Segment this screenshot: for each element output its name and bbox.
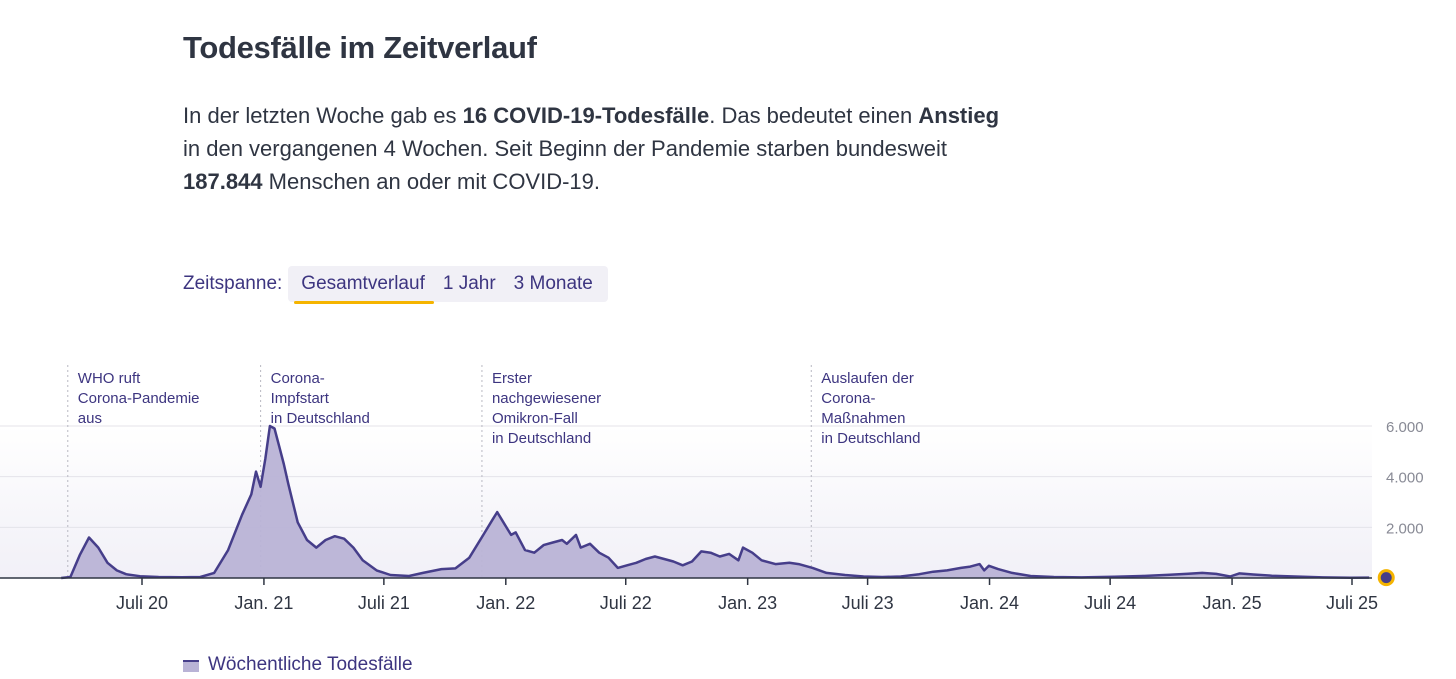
x-tick-label: Juli 21	[358, 593, 410, 613]
legend-swatch	[183, 660, 199, 672]
x-tick-label: Jan. 21	[234, 593, 293, 613]
x-tick-label: Jan. 22	[476, 593, 535, 613]
x-tick-label: Juli 23	[842, 593, 894, 613]
intro-text-part: Menschen an oder mit COVID-19.	[262, 169, 601, 194]
y-tick-label: 4.000	[1386, 470, 1424, 487]
annotation-label: Corona-Pandemie	[78, 390, 200, 407]
annotation-label: in Deutschland	[492, 430, 591, 447]
legend-label: Wöchentliche Todesfälle	[208, 654, 413, 675]
annotation-label: Auslaufen der	[821, 370, 914, 387]
trend-highlight: Anstieg	[918, 103, 1000, 128]
annotation-label: in Deutschland	[271, 410, 370, 427]
x-tick-label: Jan. 25	[1203, 593, 1262, 613]
series-line	[61, 424, 1370, 580]
x-tick-label: Jan. 23	[718, 593, 777, 613]
annotation-label: nachgewiesener	[492, 390, 601, 407]
annotation-label: Erster	[492, 370, 532, 387]
annotation-label: Omikron-Fall	[492, 410, 578, 427]
x-tick-label: Juli 22	[600, 593, 652, 613]
page-title: Todesfälle im Zeitverlauf	[183, 30, 537, 65]
time-range-selector: Zeitspanne: Gesamtverlauf 1 Jahr 3 Monat…	[183, 265, 608, 304]
x-tick-label: Juli 25	[1326, 593, 1378, 613]
x-tick-label: Juli 20	[116, 593, 168, 613]
x-tick-label: Juli 24	[1084, 593, 1136, 613]
chart-legend: Wöchentliche Todesfälle	[183, 654, 413, 676]
time-range-label: Zeitspanne:	[183, 273, 283, 294]
range-option-3-months[interactable]: 3 Monate	[513, 273, 593, 294]
annotation-label: in Deutschland	[821, 430, 920, 447]
x-tick-label: Jan. 24	[960, 593, 1019, 613]
weekly-deaths-highlight: 16 COVID-19-Todesfälle	[462, 103, 710, 128]
plot-background	[0, 426, 1372, 578]
intro-text-part: . Das bedeutet einen	[709, 103, 919, 128]
annotation-label: Maßnahmen	[821, 410, 905, 427]
annotation-label: Corona-	[271, 370, 325, 387]
time-range-options: Gesamtverlauf 1 Jahr 3 Monate	[288, 266, 608, 304]
y-tick-label: 6.000	[1386, 419, 1424, 436]
intro-text-part: In der letzten Woche gab es	[183, 103, 463, 128]
annotation-label: Corona-	[821, 390, 875, 407]
annotation-label: WHO ruft	[78, 370, 141, 387]
y-tick-label: 2.000	[1386, 520, 1424, 537]
annotation-label: Impfstart	[271, 390, 330, 407]
intro-text-part: in den vergangenen 4 Wochen. Seit Beginn…	[183, 136, 948, 161]
range-option-full[interactable]: Gesamtverlauf	[292, 266, 434, 304]
last-point-marker	[1377, 569, 1395, 587]
annotation-label: aus	[78, 410, 102, 427]
range-option-1-year[interactable]: 1 Jahr	[442, 273, 496, 294]
intro-text: In der letzten Woche gab es 16 COVID-19-…	[183, 99, 1003, 198]
total-deaths-highlight: 187.844	[183, 169, 263, 194]
